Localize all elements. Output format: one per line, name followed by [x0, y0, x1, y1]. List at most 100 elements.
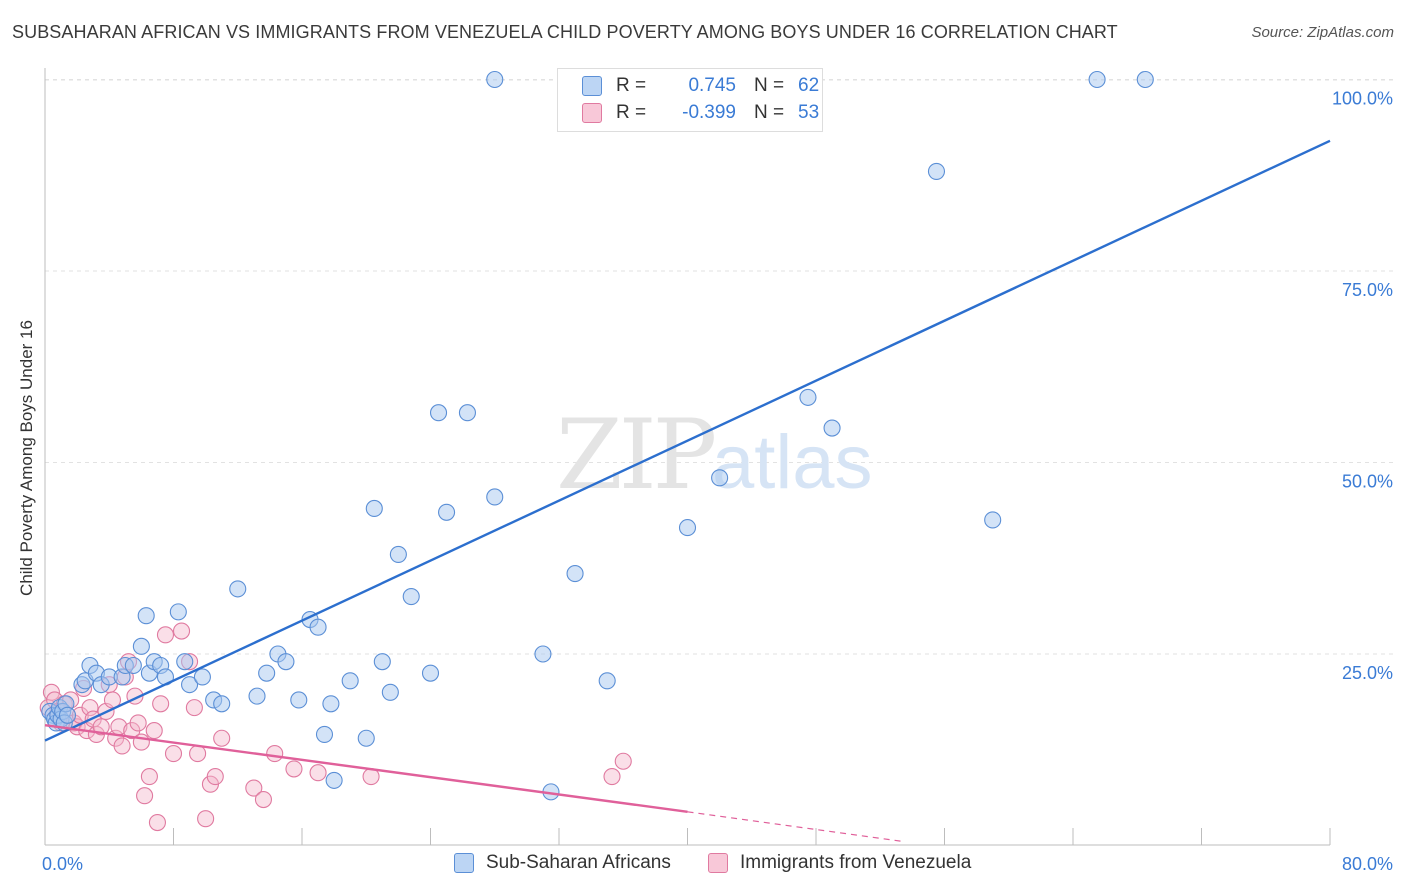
- data-point-venezuela: [285, 760, 303, 778]
- data-point-venezuela: [148, 813, 166, 832]
- data-point-venezuela: [172, 622, 191, 640]
- data-point-venezuela: [254, 790, 273, 809]
- gridlines: [45, 79, 1395, 655]
- data-point-venezuela: [213, 729, 231, 747]
- data-point-subsaharan: [389, 545, 407, 563]
- legend-r-value-blue: 0.745: [688, 75, 736, 96]
- legend-n-label: N =: [754, 75, 785, 96]
- series-legend-subsaharan[interactable]: Sub-Saharan Africans: [454, 852, 671, 874]
- data-point-subsaharan: [421, 664, 440, 682]
- watermark-atlas: atlas: [712, 420, 873, 505]
- data-point-venezuela: [614, 752, 632, 770]
- tick-labels: 25.0% 50.0% 75.0% 100.0% 0.0% 80.0%: [42, 89, 1393, 875]
- data-point-subsaharan: [438, 503, 456, 521]
- legend-r-label: R =: [616, 102, 647, 123]
- data-point-subsaharan: [181, 676, 199, 694]
- data-point-subsaharan: [486, 488, 504, 506]
- data-point-subsaharan: [678, 519, 697, 537]
- data-point-subsaharan: [229, 580, 247, 598]
- series-swatch-blue: [454, 853, 474, 873]
- data-point-subsaharan: [58, 706, 77, 724]
- data-point-subsaharan: [325, 771, 343, 789]
- data-point-subsaharan: [357, 729, 375, 747]
- data-point-subsaharan: [598, 672, 616, 690]
- trend-lines: [44, 139, 1331, 843]
- data-point-subsaharan: [1136, 70, 1154, 89]
- data-point-venezuela: [145, 722, 163, 740]
- data-point-venezuela: [156, 626, 175, 644]
- data-point-subsaharan: [169, 603, 187, 621]
- series-legend-venezuela[interactable]: Immigrants from Venezuela: [708, 852, 971, 874]
- data-point-subsaharan: [132, 637, 150, 655]
- data-point-subsaharan: [1088, 70, 1106, 89]
- data-point-subsaharan: [176, 653, 194, 671]
- data-point-subsaharan: [458, 404, 476, 422]
- data-point-subsaharan: [193, 668, 211, 686]
- legend-n-value-blue: 62: [798, 75, 820, 96]
- data-point-subsaharan: [315, 725, 334, 743]
- data-point-venezuela: [129, 714, 147, 732]
- data-point-subsaharan: [258, 664, 276, 682]
- y-tick-label: 100.0%: [1332, 89, 1393, 109]
- data-point-venezuela: [140, 768, 158, 786]
- data-point-subsaharan: [402, 587, 420, 606]
- data-point-subsaharan: [486, 70, 504, 89]
- watermark: ZIP atlas: [556, 399, 873, 511]
- watermark-zip: ZIP: [556, 399, 715, 511]
- data-point-subsaharan: [566, 565, 584, 583]
- data-point-venezuela: [152, 695, 170, 713]
- legend-row-subsaharan: R = 0.745 N = 62: [582, 73, 819, 99]
- data-point-subsaharan: [248, 687, 266, 705]
- data-point-venezuela: [185, 699, 203, 717]
- legend-swatch-pink: [582, 103, 602, 123]
- data-point-venezuela: [206, 768, 224, 786]
- y-tick-label: 25.0%: [1342, 663, 1393, 683]
- data-point-subsaharan: [429, 404, 448, 422]
- data-point-venezuela: [92, 718, 110, 736]
- data-point-subsaharan: [984, 511, 1002, 529]
- data-point-venezuela: [189, 745, 207, 763]
- legend-r-label: R =: [616, 75, 647, 96]
- y-tick-label: 50.0%: [1342, 472, 1393, 492]
- legend-n-value-pink: 53: [798, 102, 820, 123]
- data-point-subsaharan: [927, 162, 946, 180]
- x-tick-label-min: 0.0%: [42, 854, 83, 874]
- trend-line-venezuela: [44, 724, 688, 813]
- legend-row-venezuela: R = -0.399 N = 53: [582, 100, 819, 126]
- data-point-subsaharan: [309, 618, 327, 636]
- data-point-subsaharan: [381, 683, 399, 701]
- data-point-subsaharan: [322, 695, 340, 713]
- data-point-venezuela: [136, 787, 154, 805]
- correlation-legend: R = 0.745 N = 62 R = -0.399 N = 53: [557, 68, 823, 132]
- data-point-subsaharan: [373, 653, 391, 671]
- x-tick-label-max: 80.0%: [1342, 854, 1393, 874]
- data-point-subsaharan: [711, 469, 729, 487]
- data-point-subsaharan: [213, 695, 231, 713]
- source-label: Source: ZipAtlas.com: [1251, 24, 1394, 41]
- legend-r-value-pink: -0.399: [682, 102, 736, 123]
- data-point-venezuela: [197, 810, 215, 828]
- data-point-subsaharan: [137, 607, 155, 625]
- trend-line-subsaharan: [44, 139, 1331, 742]
- data-point-venezuela: [266, 745, 284, 763]
- data-point-subsaharan: [365, 499, 383, 518]
- data-point-venezuela: [245, 779, 263, 797]
- data-point-subsaharan: [823, 419, 841, 437]
- data-point-venezuela: [113, 737, 131, 755]
- data-point-subsaharan: [799, 388, 817, 406]
- data-point-subsaharan: [534, 645, 552, 663]
- data-point-venezuela: [164, 745, 183, 763]
- y-tick-label: 75.0%: [1342, 280, 1393, 300]
- data-point-venezuela: [309, 764, 327, 782]
- y-axis-label: Child Poverty Among Boys Under 16: [17, 320, 36, 596]
- series-legend: Sub-Saharan Africans Immigrants from Ven…: [0, 852, 1406, 878]
- legend-n-label: N =: [754, 102, 785, 123]
- data-point-subsaharan: [290, 691, 308, 709]
- series-name-venezuela: Immigrants from Venezuela: [740, 852, 972, 873]
- data-point-subsaharan: [277, 653, 295, 671]
- legend-swatch-blue: [582, 76, 602, 96]
- trend-line-venezuela-extension: [687, 811, 905, 843]
- chart-title: SUBSAHARAN AFRICAN VS IMMIGRANTS FROM VE…: [12, 22, 1118, 42]
- axes: [44, 68, 1331, 846]
